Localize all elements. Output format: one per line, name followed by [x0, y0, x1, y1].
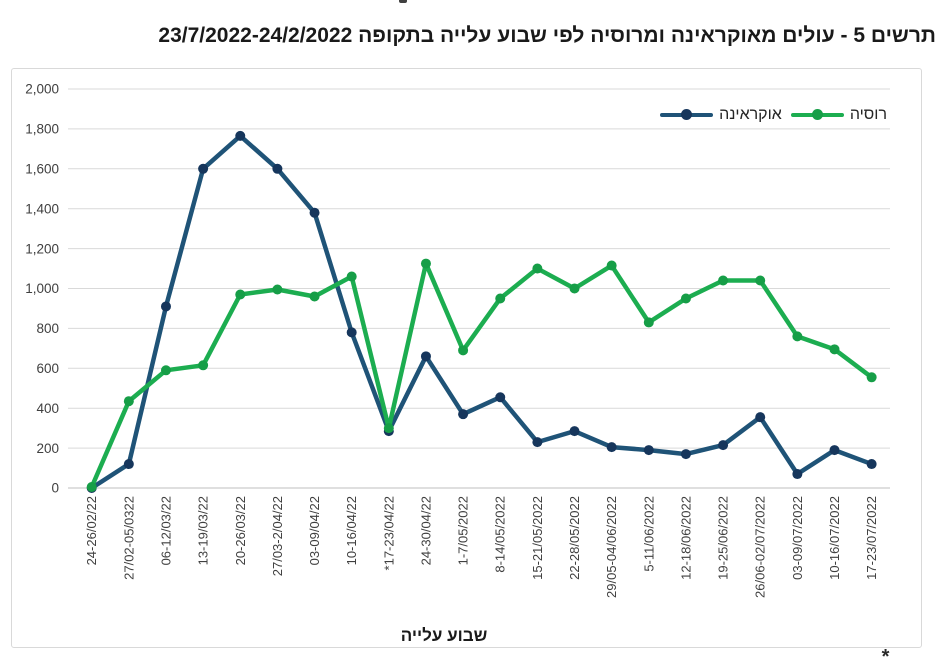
ukraine-marker	[198, 163, 209, 174]
russia-legend-marker-icon	[790, 103, 844, 127]
legend-label-russia: רוסיה	[849, 106, 887, 123]
x-tick-label: 26/06-02/07/2022	[753, 496, 768, 598]
ukraine-line	[89, 133, 874, 491]
x-tick-label: 06-12/03/22	[158, 496, 173, 565]
x-tick-label: 27/03-2/04/22	[270, 496, 285, 576]
russia-legend-dot	[811, 109, 823, 120]
ukraine-marker	[272, 163, 283, 174]
ukraine-marker	[309, 207, 320, 218]
x-tick-label: 15-21/05/2022	[530, 496, 545, 580]
ukraine-marker	[235, 130, 246, 141]
russia-marker	[86, 482, 97, 493]
russia-marker	[792, 331, 803, 342]
ukraine-marker	[458, 409, 469, 420]
russia-marker	[495, 293, 506, 304]
russia-marker	[309, 291, 320, 302]
x-tick-label: 24-30/04/22	[418, 496, 433, 565]
ukraine-marker	[718, 440, 729, 451]
ukraine-marker	[755, 412, 766, 423]
x-axis-title: שבוע עלייה	[401, 626, 488, 645]
russia-marker	[829, 344, 840, 355]
ukraine-marker	[829, 445, 840, 456]
x-tick-label: 5-11/06/2022	[641, 496, 656, 572]
y-tick-label: 800	[36, 321, 59, 336]
x-tick-label: 10-16/04/22	[344, 496, 359, 565]
russia-marker	[643, 317, 654, 328]
cropped-text-fragment	[399, 0, 407, 3]
ukraine-marker	[420, 351, 431, 362]
y-tick-label: 2,000	[25, 82, 59, 97]
ukraine-marker	[495, 392, 506, 403]
russia-marker	[866, 372, 877, 383]
x-tick-label: 10-16/07/2022	[827, 496, 842, 580]
x-tick-label: 03-09/04/22	[307, 496, 322, 565]
x-tick-label: 13-19/03/22	[196, 496, 211, 565]
legend-item-russia: רוסיה	[790, 103, 887, 127]
y-tick-label: 1,200	[25, 241, 59, 256]
ukraine-legend-marker-icon	[660, 103, 714, 127]
x-tick-label: 27/02-05/0322	[121, 496, 136, 580]
ukraine-marker	[792, 469, 803, 480]
legend-item-ukraine: אוקראינה	[660, 103, 782, 127]
chart-legend: אוקראינה רוסיה	[660, 103, 887, 127]
footnote-asterisk-fragment: *	[881, 648, 890, 660]
russia-marker	[606, 260, 617, 271]
russia-marker	[160, 365, 171, 376]
y-tick-label: 1,800	[25, 122, 59, 137]
ukraine-marker	[532, 437, 543, 448]
russia-marker	[123, 396, 134, 407]
x-tick-label: *17-23/04/22	[381, 496, 396, 570]
y-tick-label: 200	[36, 441, 59, 456]
x-tick-label: 8-14/05/2022	[493, 496, 508, 573]
ukraine-marker	[123, 459, 134, 470]
y-tick-label: 400	[36, 401, 59, 416]
ukraine-marker	[643, 445, 654, 456]
ukraine-marker	[606, 442, 617, 453]
russia-marker	[346, 271, 357, 282]
x-tick-label: 22-28/05/2022	[567, 496, 582, 580]
russia-marker	[272, 284, 283, 295]
x-tick-label: 20-26/03/22	[233, 496, 248, 565]
x-tick-label: 1-7/05/2022	[456, 496, 471, 565]
russia-marker	[755, 275, 766, 286]
russia-marker	[569, 283, 580, 294]
ukraine-marker	[866, 459, 877, 470]
russia-marker	[198, 360, 209, 371]
y-tick-label: 1,600	[25, 162, 59, 177]
chart-title: תרשים 5 - עולים מאוקראינה ומרוסיה לפי שב…	[158, 24, 936, 47]
ukraine-marker	[680, 449, 691, 460]
russia-marker	[383, 423, 394, 434]
russia-marker	[718, 275, 729, 286]
x-tick-label: 17-23/07/2022	[864, 496, 879, 580]
legend-label-ukraine: אוקראינה	[719, 106, 782, 123]
y-tick-label: 1,000	[25, 281, 59, 296]
russia-marker	[532, 263, 543, 274]
ukraine-legend-dot	[681, 109, 693, 120]
russia-marker	[420, 258, 431, 269]
ukraine-marker	[569, 426, 580, 437]
x-tick-label: 29/05-04/06/2022	[604, 496, 619, 598]
y-tick-label: 0	[51, 481, 59, 496]
y-tick-label: 600	[36, 361, 59, 376]
ukraine-marker	[160, 301, 171, 312]
russia-marker	[458, 345, 469, 356]
y-tick-label: 1,400	[25, 201, 59, 216]
russia-marker	[680, 293, 691, 304]
x-tick-label: 19-25/06/2022	[716, 496, 731, 580]
x-tick-label: 03-09/07/2022	[790, 496, 805, 580]
chart-panel	[11, 68, 922, 648]
ukraine-marker	[346, 327, 357, 338]
russia-line	[89, 261, 874, 490]
russia-marker	[235, 289, 246, 300]
x-tick-label: 24-26/02/22	[84, 496, 99, 565]
x-tick-label: 12-18/06/2022	[678, 496, 693, 580]
